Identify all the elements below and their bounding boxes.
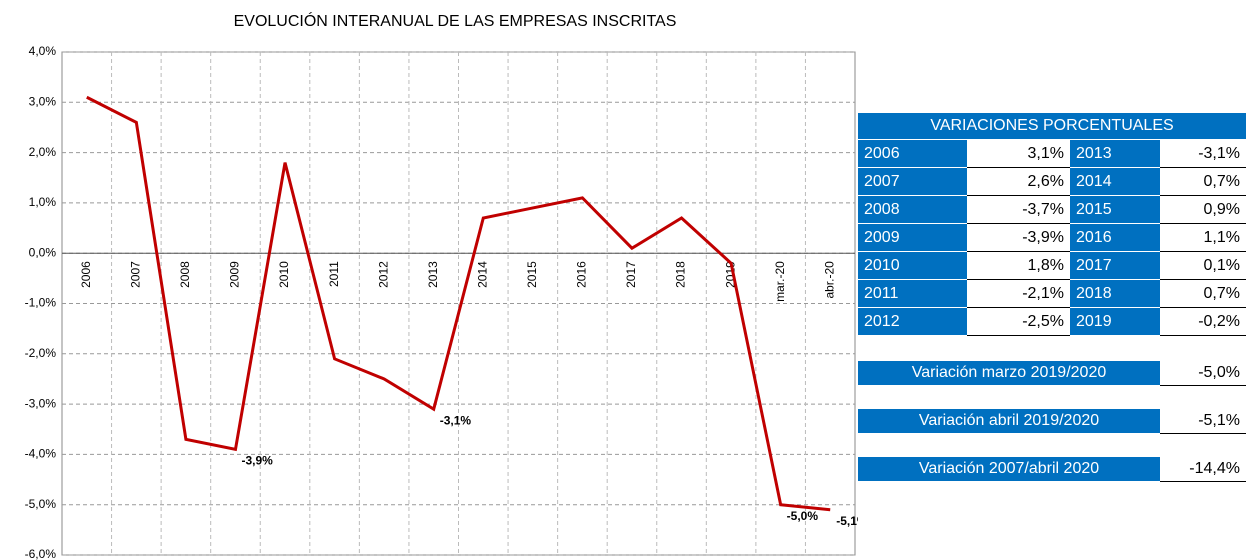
data-label: -5,0% bbox=[787, 509, 819, 523]
y-tick-label: -3,0% bbox=[25, 396, 57, 410]
summary-value: -14,4% bbox=[1160, 457, 1246, 482]
table-cell: 2017 bbox=[1070, 252, 1160, 280]
data-label: -3,1% bbox=[440, 413, 472, 427]
chart-title: EVOLUCIÓN INTERANUAL DE LAS EMPRESAS INS… bbox=[234, 11, 677, 30]
y-tick-label: 2,0% bbox=[29, 145, 57, 159]
table-cell: 2011 bbox=[858, 280, 967, 308]
table-cell: -3,9% bbox=[967, 224, 1070, 252]
table-cell: 0,1% bbox=[1160, 252, 1246, 280]
table-cell: 2006 bbox=[858, 140, 967, 168]
table-cell: 2012 bbox=[858, 308, 967, 336]
table-cell: 2010 bbox=[858, 252, 967, 280]
x-tick-label: abr.-20 bbox=[822, 261, 836, 299]
y-tick-label: 3,0% bbox=[29, 94, 57, 108]
x-tick-label: 2016 bbox=[575, 261, 589, 288]
x-tick-label: 2014 bbox=[475, 261, 489, 288]
line bbox=[86, 95, 831, 512]
x-tick-label: 2011 bbox=[327, 261, 341, 287]
table-cell: -2,5% bbox=[967, 308, 1070, 336]
x-tick-label: 2017 bbox=[624, 261, 638, 288]
table-cell: -3,7% bbox=[967, 196, 1070, 224]
table-cell: 2015 bbox=[1070, 196, 1160, 224]
table-cell: 0,9% bbox=[1160, 196, 1246, 224]
data-label: -3,9% bbox=[241, 454, 273, 468]
table-cell: -3,1% bbox=[1160, 140, 1246, 168]
table-cell: 1,8% bbox=[967, 252, 1070, 280]
y-tick-label: -4,0% bbox=[25, 447, 57, 461]
y-tick-label: -1,0% bbox=[25, 296, 57, 310]
y-tick-label: 0,0% bbox=[29, 245, 57, 259]
y-tick-label: 4,0% bbox=[29, 44, 57, 58]
y-tick-label: -6,0% bbox=[25, 547, 57, 560]
x-tick-label: 2007 bbox=[129, 261, 143, 288]
summary-label: Variación 2007/abril 2020 bbox=[858, 457, 1160, 482]
table-cell: 0,7% bbox=[1160, 280, 1246, 308]
x-tick-label: 2006 bbox=[79, 261, 93, 288]
table-cell: -2,1% bbox=[967, 280, 1070, 308]
y-tick-label: 1,0% bbox=[29, 195, 57, 209]
x-tick-label: mar.-20 bbox=[773, 261, 787, 302]
table-cell: 2016 bbox=[1070, 224, 1160, 252]
x-tick-label: 2010 bbox=[277, 261, 291, 288]
table-cell: 2019 bbox=[1070, 308, 1160, 336]
table-cell: 1,1% bbox=[1160, 224, 1246, 252]
summary-label: Variación marzo 2019/2020 bbox=[858, 361, 1160, 386]
table-title: VARIACIONES PORCENTUALES bbox=[858, 113, 1246, 140]
table-cell: 2018 bbox=[1070, 280, 1160, 308]
x-tick-label: 2009 bbox=[228, 261, 242, 288]
x-tick-label: 2018 bbox=[674, 261, 688, 288]
summary-value: -5,0% bbox=[1160, 361, 1246, 386]
table-cell: 2013 bbox=[1070, 140, 1160, 168]
table-cell: 0,7% bbox=[1160, 168, 1246, 196]
y-tick-label: -5,0% bbox=[25, 497, 57, 511]
table-cell: 2014 bbox=[1070, 168, 1160, 196]
table-cell: 2007 bbox=[858, 168, 967, 196]
x-tick-label: 2013 bbox=[426, 261, 440, 288]
y-tick-label: -2,0% bbox=[25, 346, 57, 360]
x-tick-label: 2012 bbox=[376, 261, 390, 288]
table-cell: 2009 bbox=[858, 224, 967, 252]
summary-label: Variación abril 2019/2020 bbox=[858, 409, 1160, 434]
table-cell: 2008 bbox=[858, 196, 967, 224]
chart: EVOLUCIÓN INTERANUAL DE LAS EMPRESAS INS… bbox=[25, 11, 858, 560]
table-cell: 3,1% bbox=[967, 140, 1070, 168]
data-label: -5,1% bbox=[836, 514, 858, 528]
summary-value: -5,1% bbox=[1160, 409, 1246, 434]
x-tick-label: 2008 bbox=[178, 261, 192, 288]
x-tick-label: 2015 bbox=[525, 261, 539, 288]
table-cell: -0,2% bbox=[1160, 308, 1246, 336]
table-cell: 2,6% bbox=[967, 168, 1070, 196]
